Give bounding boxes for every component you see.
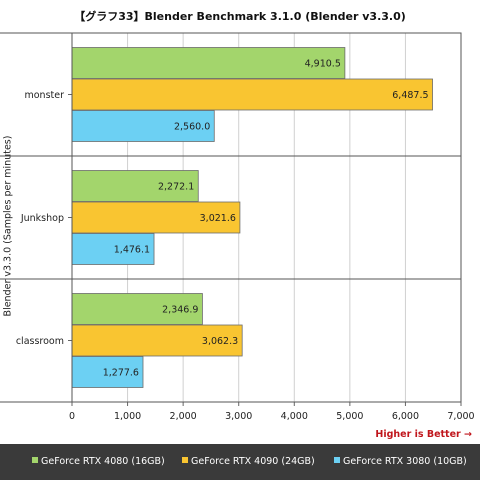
chart-title: 【グラフ33】Blender Benchmark 3.1.0 (Blender … [74,10,406,23]
bar-value-label: 4,910.5 [305,59,341,70]
x-tick-label: 7,000 [447,411,474,422]
bar [71,47,346,79]
plot-border [71,32,462,403]
bar [71,78,433,111]
bar-value-label: 3,062.3 [202,336,238,347]
legend-swatch-rtx4080 [32,457,38,463]
x-tick-label: 3,000 [225,411,252,422]
legend-label-rtx4080: GeForce RTX 4080 (16GB) [41,456,165,467]
legend-item-rtx3080: GeForce RTX 3080 (10GB) [334,456,467,467]
legend-swatch-rtx4090 [182,457,188,463]
bar [71,110,215,142]
bar [71,356,144,388]
legend [0,444,480,480]
bar-value-label: 2,560.0 [174,122,210,133]
bar-value-label: 1,476.1 [114,245,150,256]
legend-swatch-rtx3080 [334,457,340,463]
bar-value-label: 1,277.6 [103,368,139,379]
bar-value-label: 3,021.6 [200,213,236,224]
bar-value-label: 2,346.9 [162,305,198,316]
category-label: classroom [16,336,64,347]
bar-value-label: 2,272.1 [158,182,194,193]
x-tick-label: 5,000 [336,411,363,422]
x-tick-label: 0 [69,411,75,422]
bar [71,324,243,357]
x-tick-label: 6,000 [392,411,419,422]
legend-item-rtx4090: GeForce RTX 4090 (24GB) [182,456,315,467]
x-tick-label: 1,000 [114,411,141,422]
category-label: monster [24,90,64,101]
x-tick-label: 2,000 [170,411,197,422]
legend-label-rtx4090: GeForce RTX 4090 (24GB) [191,456,315,467]
x-tick-label: 4,000 [281,411,308,422]
bar-value-label: 6,487.5 [392,90,428,101]
legend-item-rtx4080: GeForce RTX 4080 (16GB) [32,456,165,467]
higher-is-better-annotation: Higher is Better → [375,429,472,440]
legend-label-rtx3080: GeForce RTX 3080 (10GB) [343,456,467,467]
category-label: Junkshop [20,213,64,224]
